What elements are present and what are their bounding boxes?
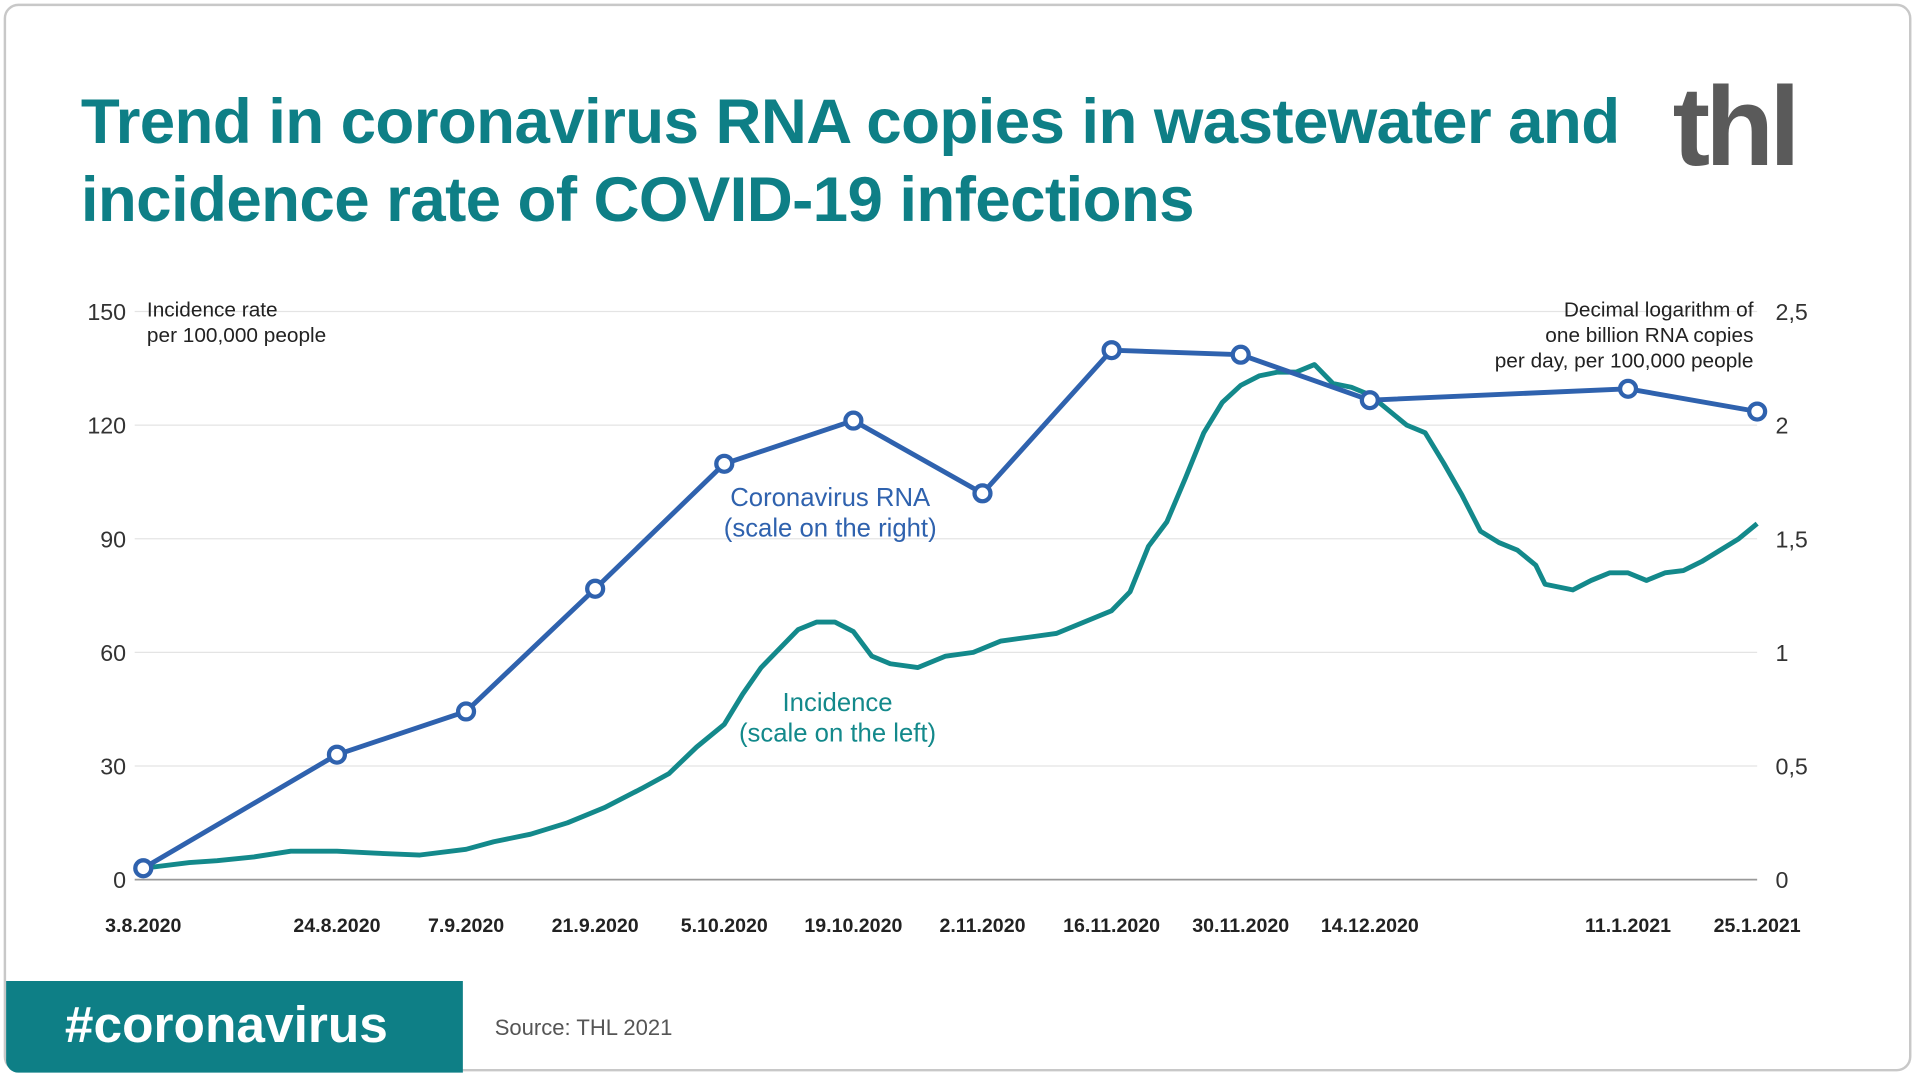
- left-y-tick: 60: [100, 640, 126, 666]
- right-y-tick: 0,5: [1776, 754, 1808, 780]
- left-y-tick: 0: [113, 867, 126, 893]
- incidence-series-label-1: Incidence: [783, 689, 893, 717]
- right-y-tick: 1,5: [1776, 526, 1808, 552]
- incidence-series-label-2: (scale on the left): [739, 720, 936, 748]
- x-tick: 19.10.2020: [804, 915, 902, 937]
- right-axis-label-1: Decimal logarithm of: [1564, 298, 1754, 321]
- x-tick: 7.9.2020: [428, 915, 504, 937]
- x-tick: 14.12.2020: [1321, 915, 1419, 937]
- rna-point: [843, 410, 864, 431]
- rna-point: [1101, 340, 1122, 361]
- x-tick: 21.9.2020: [552, 915, 639, 937]
- rna-point: [1359, 390, 1380, 411]
- left-y-tick: 90: [100, 526, 126, 552]
- right-axis-label-2: one billion RNA copies: [1545, 324, 1753, 347]
- left-y-tick: 30: [100, 754, 126, 780]
- x-tick: 11.1.2021: [1585, 915, 1671, 937]
- x-tick: 2.11.2020: [939, 915, 1025, 937]
- chart-title: Trend in coronavirus RNA copies in waste…: [80, 86, 1620, 236]
- left-axis-label-2: per 100,000 people: [147, 324, 326, 347]
- rna-point: [585, 578, 606, 599]
- rna-point: [455, 701, 477, 722]
- rna-point: [972, 483, 993, 504]
- x-tick: 30.11.2020: [1192, 915, 1289, 937]
- rna-series-label-1: Coronavirus RNA: [730, 484, 931, 512]
- source-note: Source: THL 2021: [494, 1015, 673, 1040]
- left-y-tick: 150: [87, 299, 126, 325]
- rna-point: [1230, 344, 1251, 365]
- right-axis-label-3: per day, per 100,000 people: [1495, 350, 1754, 373]
- rna-series-label-2: (scale on the right): [724, 514, 937, 542]
- rna-line: [142, 347, 1758, 871]
- rna-point: [1747, 401, 1768, 422]
- left-axis-label-1: Incidence rate: [147, 298, 278, 321]
- right-y-tick: 2: [1776, 413, 1789, 439]
- incidence-line: [142, 362, 1759, 871]
- right-y-tick: 1: [1776, 640, 1789, 666]
- right-y-tick: 0: [1776, 867, 1789, 893]
- x-tick: 16.11.2020: [1063, 915, 1160, 937]
- rna-point: [133, 858, 154, 879]
- x-tick: 25.1.2021: [1714, 915, 1801, 937]
- rna-point: [326, 744, 348, 765]
- rna-point: [1617, 378, 1639, 399]
- hashtag: #coronavirus: [64, 995, 388, 1054]
- right-y-tick: 2,5: [1776, 299, 1808, 325]
- frame: [3, 3, 1912, 1072]
- x-tick: 24.8.2020: [293, 915, 380, 937]
- hashtag-banner: #coronavirus: [6, 981, 463, 1073]
- x-tick: 3.8.2020: [105, 915, 181, 937]
- x-tick: 5.10.2020: [681, 915, 768, 937]
- thl-logo: thl: [1672, 64, 1801, 190]
- rna-point: [714, 453, 735, 474]
- left-y-tick: 120: [87, 413, 126, 439]
